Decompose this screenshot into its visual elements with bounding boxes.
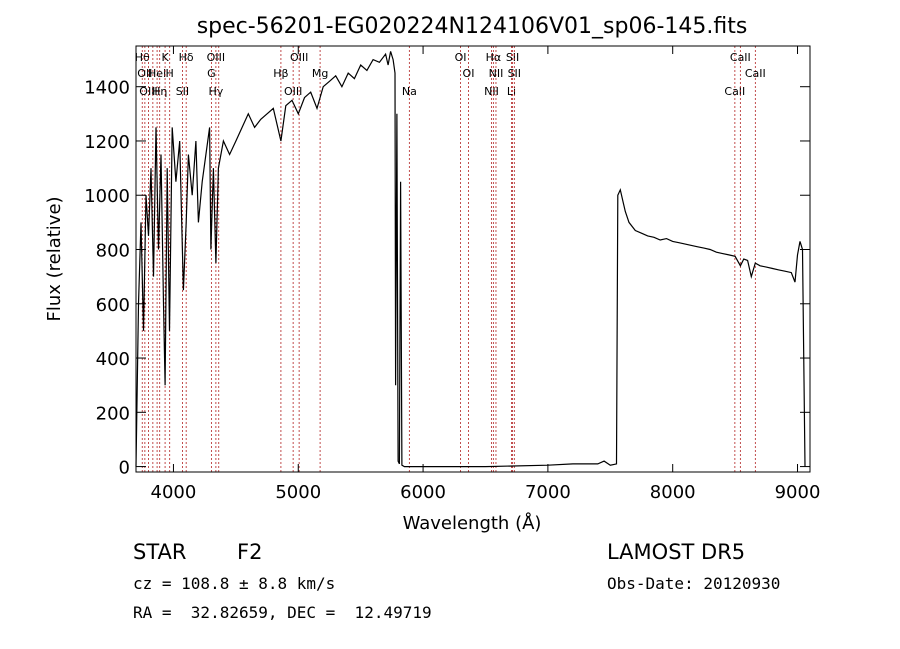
line-marker-label: Hη	[152, 85, 167, 98]
line-marker-label: OIII	[290, 51, 308, 64]
line-marker-label: Mg	[312, 67, 328, 80]
coordinates: RA = 32.82659, DEC = 12.49719	[133, 603, 432, 622]
line-marker-layer: HθOIIOIIIHeIHηKHSIIHδGHγOIIIHβOIIIOIIIMg…	[135, 46, 766, 472]
line-marker-label: OI	[463, 67, 475, 80]
line-marker-label: Hγ	[208, 85, 223, 98]
tick-layer: 4000 5000 6000 7000 8000 9000 0 200 400 600 800 100…	[84, 46, 820, 503]
x-tick-label: 5000	[275, 482, 321, 503]
y-tick-label: 1200	[84, 132, 130, 153]
line-marker-label: SII	[506, 51, 519, 64]
line-marker-label: CaII	[724, 85, 745, 98]
line-marker-label: H	[166, 67, 174, 80]
line-marker-label: OIII	[207, 51, 225, 64]
line-marker-label: HeI	[148, 67, 166, 80]
line-marker-label: CaII	[745, 67, 766, 80]
line-marker-label: SII	[176, 85, 189, 98]
line-marker-label: SII	[508, 67, 521, 80]
y-tick-label: 800	[96, 241, 130, 262]
line-marker-label: Hα	[486, 51, 502, 64]
x-tick-label: 7000	[525, 482, 571, 503]
x-axis-label: Wavelength (Å)	[403, 512, 542, 534]
spectrum-layer	[135, 51, 806, 468]
observation-date: Obs-Date: 20120930	[607, 574, 781, 593]
line-marker-label: CaII	[730, 51, 751, 64]
object-subclass: F2	[237, 540, 263, 564]
y-tick-label: 400	[96, 349, 130, 370]
line-marker-label: K	[161, 51, 169, 64]
x-tick-label: 8000	[650, 482, 696, 503]
line-marker-label: G	[207, 67, 216, 80]
y-tick-label: 600	[96, 295, 130, 316]
object-class: STAR	[133, 540, 187, 564]
y-tick-label: 1000	[84, 186, 130, 207]
line-marker-label: NII	[484, 85, 499, 98]
line-marker-label: NII	[489, 67, 504, 80]
line-marker-label: Hθ	[135, 51, 150, 64]
y-tick-label: 200	[96, 403, 130, 424]
plot-frame	[135, 45, 811, 473]
line-marker-label: Hβ	[273, 67, 288, 80]
chart-title: spec-56201-EG020224N124106V01_sp06-145.f…	[197, 14, 748, 39]
line-marker-label: OI	[455, 51, 467, 64]
x-tick-label: 4000	[151, 482, 197, 503]
y-tick-label: 0	[119, 458, 130, 479]
survey-name: LAMOST DR5	[607, 540, 746, 564]
line-marker-label: Na	[402, 85, 417, 98]
y-tick-label: 1400	[84, 78, 130, 99]
line-marker-label: Li	[507, 85, 516, 98]
spectrum-line	[135, 51, 806, 468]
x-tick-label: 6000	[400, 482, 446, 503]
line-marker-label: Hδ	[179, 51, 194, 64]
redshift-cz: cz = 108.8 ± 8.8 km/s	[133, 574, 336, 593]
y-axis-label: Flux (relative)	[44, 196, 65, 321]
x-tick-label: 9000	[775, 482, 821, 503]
line-marker-label: OIII	[284, 85, 302, 98]
